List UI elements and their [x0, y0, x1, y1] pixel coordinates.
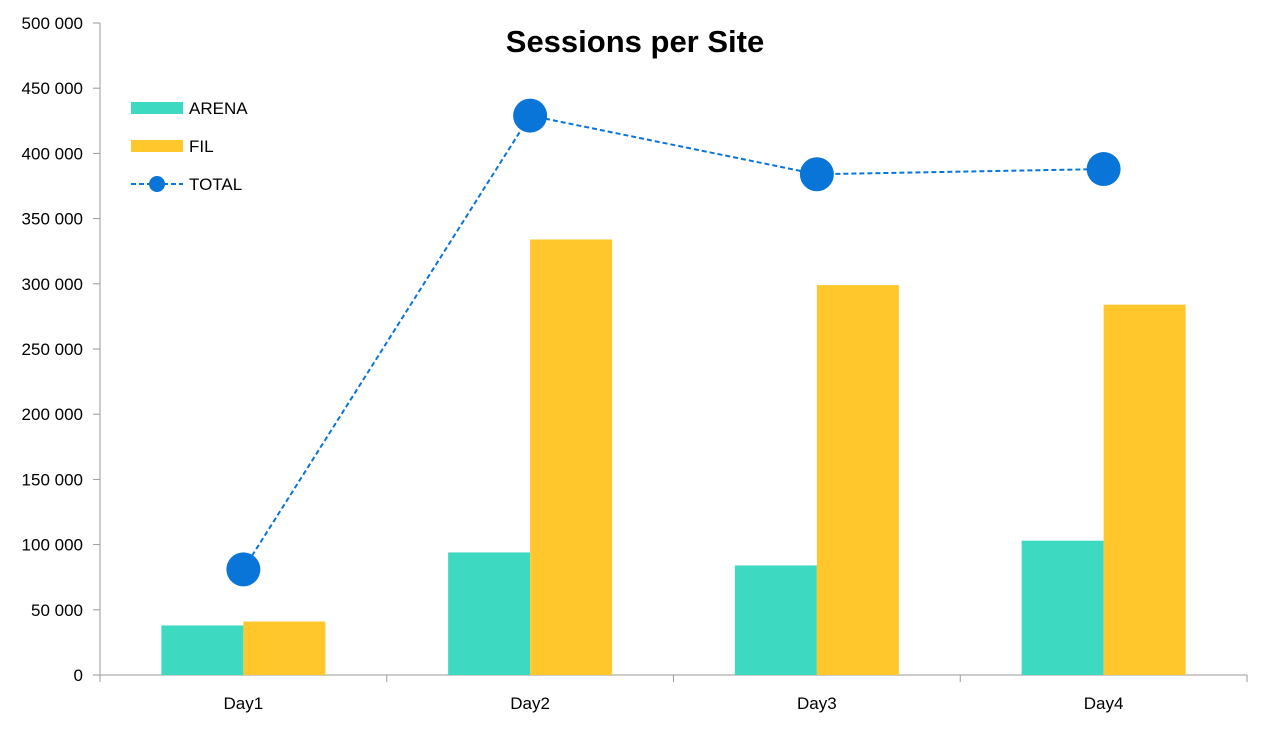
bar-fil-day4 — [1103, 304, 1186, 675]
bar-arena-day3 — [734, 565, 817, 675]
point-total-day4 — [1086, 152, 1121, 187]
y-tick-label: 0 — [74, 666, 83, 685]
total-line — [226, 98, 1121, 587]
legend-label-fil: FIL — [189, 137, 214, 156]
bar-arena-day1 — [161, 625, 244, 675]
legend: ARENA FIL TOTAL — [131, 99, 248, 194]
legend-marker-total — [149, 176, 165, 192]
bar-fil-day3 — [816, 285, 899, 675]
y-tick-label: 200 000 — [22, 405, 83, 424]
point-total-day1 — [226, 552, 261, 587]
y-tick-label: 400 000 — [22, 144, 83, 163]
y-tick-label: 100 000 — [22, 536, 83, 555]
line-total — [242, 114, 1104, 570]
bar-arena-day4 — [1021, 540, 1104, 675]
y-tick-label: 300 000 — [22, 275, 83, 294]
legend-label-total: TOTAL — [189, 175, 242, 194]
chart-title: Sessions per Site — [506, 24, 764, 59]
bars — [161, 239, 1186, 676]
bar-fil-day1 — [243, 621, 326, 675]
legend-swatch-fil — [131, 140, 183, 152]
legend-label-arena: ARENA — [189, 99, 248, 118]
y-tick-label: 350 000 — [22, 210, 83, 229]
y-tick-label: 150 000 — [22, 470, 83, 489]
legend-swatch-arena — [131, 102, 183, 114]
bar-fil-day2 — [530, 239, 613, 676]
y-tick-label: 450 000 — [22, 79, 83, 98]
x-tick-label: Day4 — [1084, 694, 1124, 713]
x-tick-label: Day3 — [797, 694, 837, 713]
y-tick-label: 250 000 — [22, 340, 83, 359]
x-tick-label: Day2 — [510, 694, 550, 713]
axes: 0 50 000 100 000 150 000 200 000 250 000 300 0… — [22, 14, 1248, 713]
y-tick-label: 500 000 — [22, 14, 83, 33]
point-total-day2 — [513, 98, 548, 133]
x-tick-label: Day1 — [224, 694, 264, 713]
point-total-day3 — [799, 157, 834, 192]
bar-arena-day2 — [448, 552, 531, 675]
y-tick-label: 50 000 — [31, 601, 83, 620]
